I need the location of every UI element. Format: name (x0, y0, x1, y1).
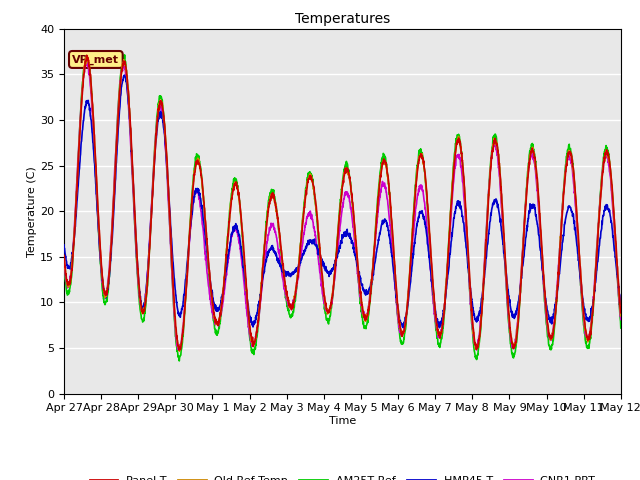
Line: Panel T: Panel T (64, 55, 621, 350)
CNR1 PRT (505, 314, 513, 320)
HMP45 T (505, 293, 513, 299)
HMP45 T (120, 72, 128, 78)
Old Ref Temp (83, 53, 91, 59)
Legend: Panel T, Old Ref Temp, AM25T Ref, HMP45 T, CNR1 PRT: Panel T, Old Ref Temp, AM25T Ref, HMP45 … (85, 471, 600, 480)
AM25T Ref (359, 320, 367, 325)
Old Ref Temp (584, 336, 591, 341)
CNR1 PRT (472, 347, 480, 353)
Panel T (359, 308, 367, 313)
HMP45 T (617, 301, 625, 307)
AM25T Ref (568, 156, 576, 162)
AM25T Ref (617, 325, 625, 331)
Panel T (568, 159, 576, 165)
HMP45 T (584, 318, 591, 324)
HMP45 T (436, 325, 444, 331)
CNR1 PRT (568, 164, 576, 169)
HMP45 T (371, 260, 379, 266)
Panel T (216, 313, 223, 319)
AM25T Ref (584, 343, 591, 348)
X-axis label: Time: Time (329, 416, 356, 426)
HMP45 T (216, 304, 223, 310)
AM25T Ref (82, 48, 90, 54)
Panel T (175, 347, 183, 353)
CNR1 PRT (60, 258, 68, 264)
Y-axis label: Temperature (C): Temperature (C) (28, 166, 37, 257)
Text: VR_met: VR_met (72, 54, 119, 65)
CNR1 PRT (82, 57, 90, 62)
Title: Temperatures: Temperatures (295, 12, 390, 26)
Old Ref Temp (617, 313, 625, 319)
Line: HMP45 T: HMP45 T (64, 75, 621, 328)
Panel T (617, 310, 625, 316)
CNR1 PRT (617, 317, 625, 323)
CNR1 PRT (371, 243, 379, 249)
AM25T Ref (371, 235, 379, 241)
AM25T Ref (505, 320, 513, 325)
HMP45 T (60, 242, 68, 248)
AM25T Ref (216, 321, 223, 327)
Panel T (60, 252, 68, 258)
Old Ref Temp (505, 311, 513, 316)
CNR1 PRT (359, 310, 367, 316)
Old Ref Temp (176, 348, 184, 354)
CNR1 PRT (584, 336, 591, 341)
Panel T (505, 309, 513, 314)
Old Ref Temp (371, 236, 379, 241)
AM25T Ref (60, 265, 68, 271)
Line: CNR1 PRT: CNR1 PRT (64, 60, 621, 350)
AM25T Ref (175, 358, 183, 364)
Panel T (83, 52, 90, 58)
Line: Old Ref Temp: Old Ref Temp (64, 56, 621, 351)
Panel T (371, 237, 379, 242)
Old Ref Temp (216, 316, 223, 322)
Line: AM25T Ref: AM25T Ref (64, 51, 621, 361)
HMP45 T (359, 286, 367, 292)
Old Ref Temp (359, 309, 367, 315)
CNR1 PRT (216, 316, 223, 322)
HMP45 T (568, 209, 576, 215)
Old Ref Temp (568, 157, 576, 163)
Panel T (584, 335, 591, 341)
Old Ref Temp (60, 255, 68, 261)
